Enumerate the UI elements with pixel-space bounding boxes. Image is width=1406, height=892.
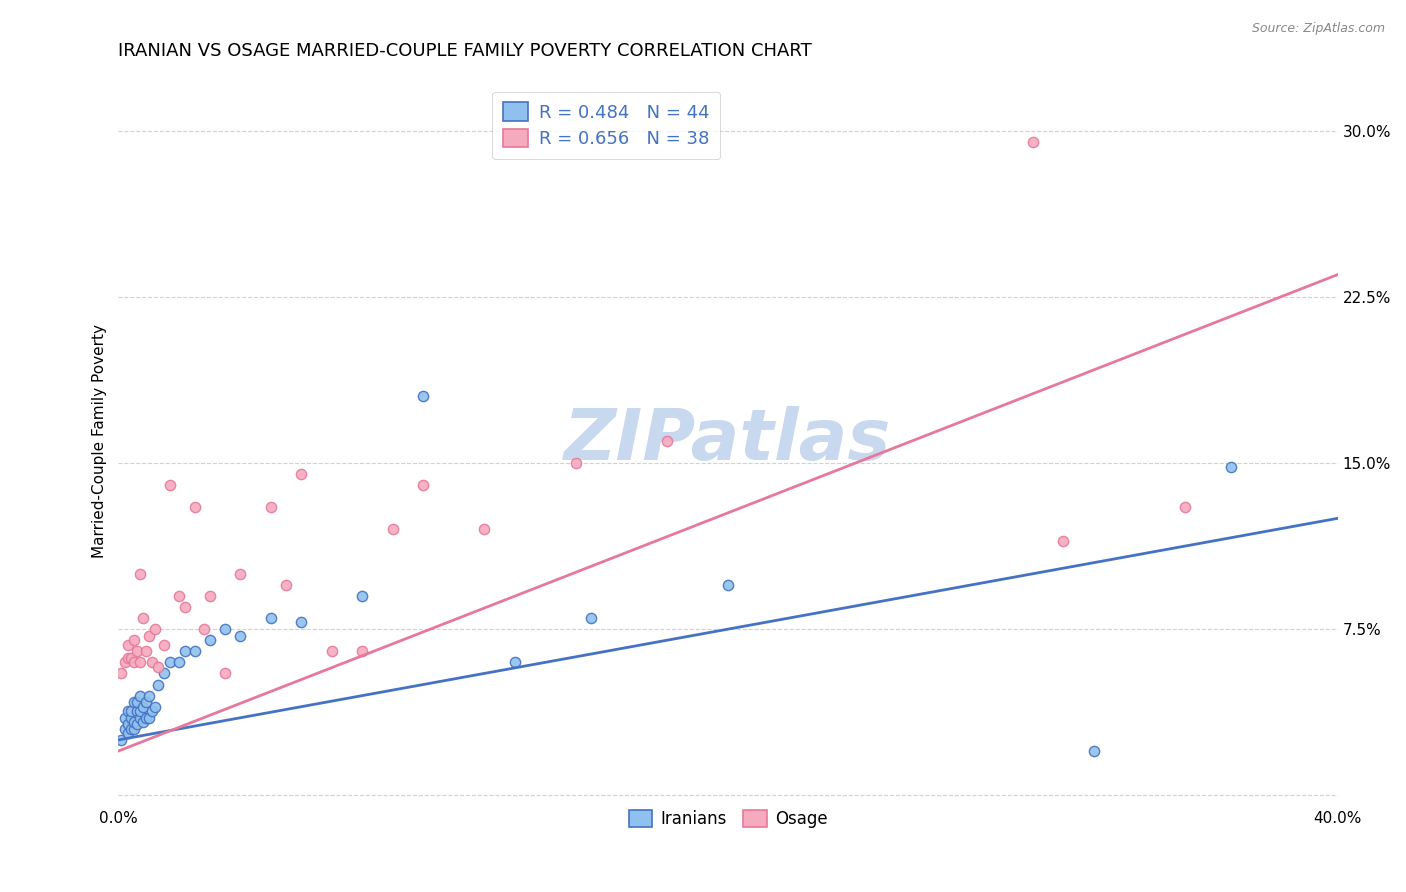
Point (169, 656, 191, 670)
Point (120, 651, 142, 665)
Text: ZIPatlas: ZIPatlas (564, 406, 891, 475)
Point (472, 523, 495, 537)
Point (159, 656, 181, 670)
Point (1174, 500, 1197, 515)
Point (132, 715, 155, 730)
Point (146, 660, 169, 674)
Text: Source: ZipAtlas.com: Source: ZipAtlas.com (1251, 22, 1385, 36)
Point (125, 644, 148, 658)
Point (117, 638, 139, 652)
Point (135, 644, 157, 658)
Point (655, 434, 678, 448)
Point (132, 611, 155, 625)
Point (183, 500, 205, 515)
Point (193, 622, 215, 636)
Point (290, 615, 312, 630)
Point (125, 717, 148, 731)
Point (128, 704, 150, 718)
Point (128, 689, 150, 703)
Point (120, 722, 142, 736)
Point (122, 633, 145, 648)
Point (128, 711, 150, 725)
Point (290, 467, 312, 481)
Point (110, 733, 132, 747)
Point (117, 717, 139, 731)
Legend: Iranians, Osage: Iranians, Osage (621, 803, 834, 835)
Point (135, 711, 157, 725)
Point (122, 695, 145, 709)
Point (141, 656, 163, 670)
Point (214, 622, 236, 636)
Point (381, 523, 404, 537)
Point (503, 656, 526, 670)
Point (122, 722, 145, 736)
Point (153, 638, 176, 652)
Point (352, 589, 374, 603)
Point (412, 389, 434, 403)
Point (120, 711, 142, 725)
Point (183, 644, 205, 658)
Point (132, 699, 155, 714)
Point (198, 589, 221, 603)
Point (114, 711, 136, 725)
Point (114, 722, 136, 736)
Point (1220, 460, 1243, 475)
Point (125, 704, 148, 718)
Point (122, 656, 145, 670)
Point (159, 478, 181, 492)
Point (117, 704, 139, 718)
Point (169, 589, 191, 603)
Point (138, 689, 160, 703)
Point (352, 644, 374, 658)
Point (128, 656, 150, 670)
Point (717, 578, 740, 592)
Point (135, 695, 157, 709)
Point (114, 656, 136, 670)
Point (1022, 135, 1045, 149)
Point (146, 677, 169, 691)
Point (564, 456, 586, 470)
Point (174, 644, 197, 658)
Point (117, 726, 139, 740)
Point (321, 644, 343, 658)
Point (138, 711, 160, 725)
Text: IRANIAN VS OSAGE MARRIED-COUPLE FAMILY POVERTY CORRELATION CHART: IRANIAN VS OSAGE MARRIED-COUPLE FAMILY P… (118, 42, 813, 60)
Point (198, 633, 221, 648)
Point (229, 629, 252, 643)
Point (214, 666, 236, 681)
Point (1083, 744, 1105, 758)
Point (141, 704, 163, 718)
Point (260, 611, 283, 625)
Point (117, 651, 139, 665)
Point (122, 715, 145, 730)
Point (138, 629, 160, 643)
Point (120, 704, 142, 718)
Point (125, 695, 148, 709)
Point (143, 622, 166, 636)
Point (412, 478, 434, 492)
Point (128, 566, 150, 581)
Point (174, 599, 197, 614)
Point (274, 578, 297, 592)
Point (579, 611, 602, 625)
Y-axis label: Married-Couple Family Poverty: Married-Couple Family Poverty (93, 324, 107, 558)
Point (1052, 533, 1074, 548)
Point (153, 666, 176, 681)
Point (229, 566, 252, 581)
Point (143, 699, 166, 714)
Point (260, 500, 283, 515)
Point (110, 666, 132, 681)
